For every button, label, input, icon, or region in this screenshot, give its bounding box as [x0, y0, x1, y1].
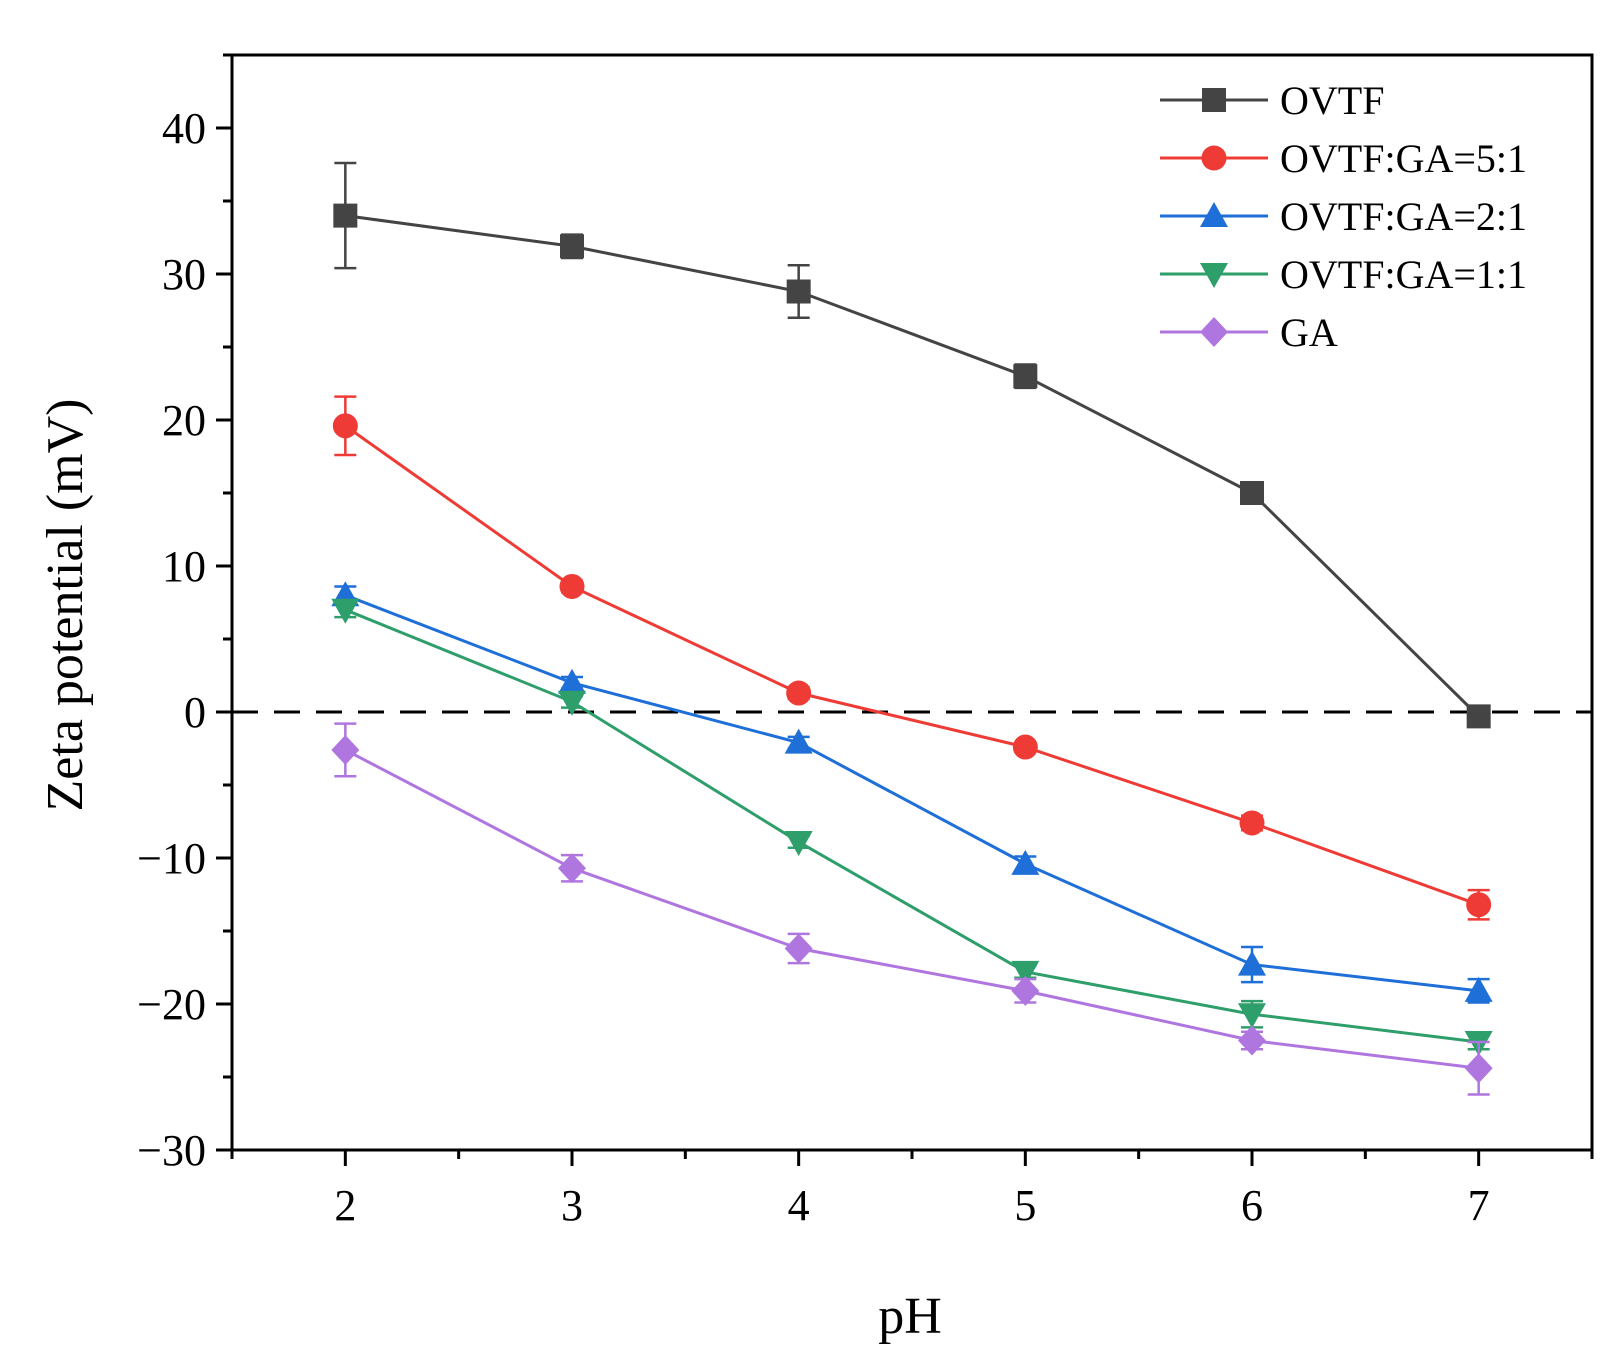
- data-point: [1466, 892, 1492, 918]
- x-tick-label: 5: [1014, 1181, 1036, 1230]
- data-point: [1013, 364, 1038, 389]
- data-point: [332, 413, 358, 439]
- legend-marker: [1200, 202, 1228, 227]
- y-tick-label: 30: [162, 250, 206, 299]
- series-ga: [331, 722, 1493, 1096]
- data-point: [558, 853, 586, 884]
- series-line: [344, 608, 1479, 1044]
- data-point: [1240, 481, 1264, 505]
- data-point: [1011, 960, 1040, 986]
- legend-item: GA: [1160, 310, 1338, 355]
- y-tick-label: −20: [137, 980, 206, 1029]
- series-line: [344, 748, 1479, 1070]
- legend-marker: [1200, 263, 1228, 288]
- y-tick-label: 20: [162, 396, 206, 445]
- data-point: [784, 830, 813, 856]
- legend: OVTF OVTF:GA=5:1 OVTF:GA=2:1 OVTF:GA=1:1 GA: [1160, 78, 1527, 355]
- legend-label: OVTF: [1280, 78, 1384, 123]
- data-point: [1238, 950, 1266, 976]
- legend-item: OVTF:GA=5:1: [1160, 136, 1527, 181]
- data-point: [784, 728, 813, 754]
- x-axis-title: pH: [878, 1288, 942, 1345]
- data-point: [784, 933, 813, 964]
- data-point: [559, 573, 585, 599]
- x-tick-label: 7: [1468, 1181, 1490, 1230]
- series-ovtf-ga-5-1: [332, 395, 1492, 921]
- legend-label: OVTF:GA=1:1: [1280, 252, 1527, 297]
- legend-label: GA: [1280, 310, 1338, 355]
- legend-item: OVTF: [1160, 78, 1384, 123]
- data-point: [786, 680, 812, 706]
- series-ovtf: [333, 161, 1491, 729]
- y-tick-label: 0: [184, 688, 206, 737]
- legend-marker: [1202, 88, 1226, 112]
- data-point: [331, 734, 360, 765]
- y-axis-title: Zeta potential (mV): [37, 399, 94, 812]
- y-tick-label: 10: [162, 542, 206, 591]
- legend-item: OVTF:GA=1:1: [1160, 252, 1527, 297]
- data-point: [1238, 1003, 1266, 1029]
- legend-item: OVTF:GA=2:1: [1160, 194, 1527, 239]
- data-point: [560, 234, 584, 259]
- series-ovtf-ga-2-1: [331, 581, 1493, 1004]
- data-point: [333, 203, 358, 228]
- y-tick-label: −10: [137, 834, 206, 883]
- legend-label: OVTF:GA=2:1: [1280, 194, 1527, 239]
- legend-marker: [1201, 145, 1227, 171]
- series-ovtf-ga-1-1: [331, 598, 1493, 1056]
- legend-marker: [1200, 317, 1228, 347]
- y-tick-label: −30: [137, 1126, 206, 1175]
- data-point: [558, 668, 586, 694]
- data-point: [331, 598, 360, 624]
- data-point: [1012, 734, 1038, 760]
- x-tick-label: 3: [561, 1181, 583, 1230]
- legend-label: OVTF:GA=5:1: [1280, 136, 1527, 181]
- axes: −30 −20 −10 0 10 20 30 40 2 3 4 5 6 7: [137, 53, 1594, 1230]
- data-point: [558, 690, 586, 716]
- data-point: [1238, 1025, 1266, 1056]
- data-point: [1464, 1053, 1493, 1084]
- x-tick-label: 2: [334, 1181, 356, 1230]
- data-point: [1011, 849, 1040, 875]
- x-tick-label: 4: [788, 1181, 810, 1230]
- x-tick-label: 6: [1241, 1181, 1263, 1230]
- series-line: [345, 214, 1480, 718]
- data-point: [1239, 810, 1265, 836]
- data-point: [786, 279, 811, 304]
- series-line: [344, 424, 1480, 907]
- data-point: [1466, 704, 1491, 729]
- data-point: [1464, 976, 1493, 1002]
- series-line: [344, 593, 1479, 993]
- series-layer: [331, 161, 1493, 1096]
- y-tick-label: 40: [162, 104, 206, 153]
- data-point: [1011, 975, 1040, 1006]
